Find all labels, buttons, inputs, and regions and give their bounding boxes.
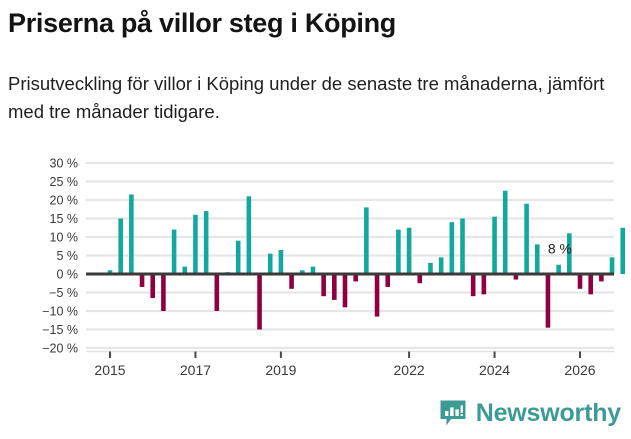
y-axis-tick-label: −10 % (42, 305, 78, 319)
bar (214, 274, 220, 311)
x-axis-tick-label: 2024 (479, 362, 510, 378)
y-axis-tick-label: 25 % (50, 175, 79, 189)
y-axis-tick-label: 0 % (56, 268, 78, 282)
bar (267, 253, 273, 274)
bar (556, 264, 561, 274)
x-axis: 2015 2017 2019 2022 2024 2026 (86, 350, 614, 378)
x-axis-tick-label: 2019 (265, 362, 296, 378)
bar (534, 244, 540, 274)
bar (171, 229, 177, 274)
y-axis-tick-label: 20 % (50, 194, 79, 208)
bar (310, 266, 316, 274)
bar (460, 218, 465, 274)
bar (364, 207, 369, 274)
bar (353, 274, 358, 282)
bar (235, 240, 241, 274)
newsworthy-logo[interactable]: Newsworthy (438, 398, 621, 428)
bar (417, 274, 423, 284)
bar (289, 274, 294, 289)
bar (513, 274, 519, 280)
y-axis-tick-label: 15 % (50, 212, 79, 226)
bar-chart-speech-bubble-icon (438, 398, 468, 428)
bar (502, 190, 508, 274)
bars-group (97, 190, 626, 330)
bar (385, 274, 391, 287)
chart-footer: Newsworthy (0, 396, 631, 439)
y-axis-tick-label: −20 % (42, 342, 78, 356)
bar (182, 266, 188, 274)
bar (257, 274, 262, 330)
bar (428, 262, 433, 274)
x-axis-tick-label: 2026 (564, 362, 595, 378)
bar (481, 274, 487, 295)
bar-chart: 30 % 25 % 20 % 15 % 10 % 5 % 0 % −5 % −10 % −15 %… (0, 152, 631, 392)
bar (449, 222, 455, 274)
x-axis-tick-label: 2022 (394, 362, 425, 378)
page-subtitle: Prisutveckling för villor i Köping under… (8, 73, 605, 122)
bar (278, 249, 284, 274)
bar (545, 274, 551, 328)
value-annotations: 8 % (548, 240, 572, 256)
bar (203, 211, 209, 274)
bar (374, 274, 380, 317)
last-value-label: 8 % (548, 240, 572, 256)
bar (567, 233, 572, 274)
grid-lines (86, 161, 614, 350)
bar (524, 203, 529, 274)
bar (599, 274, 604, 282)
bar (406, 227, 412, 274)
bar (470, 274, 476, 297)
x-axis-tick-label: 2015 (94, 362, 125, 378)
y-axis-tick-label: 30 % (50, 157, 79, 171)
bar (577, 274, 583, 289)
newsworthy-wordmark: Newsworthy (475, 399, 621, 427)
bar (107, 270, 113, 274)
y-axis-tick-label: −15 % (42, 323, 78, 337)
x-axis-tick-label: 2017 (180, 362, 211, 378)
y-axis-tick-label: 10 % (50, 231, 79, 245)
bar (129, 194, 134, 274)
bar (588, 274, 593, 295)
bar (118, 218, 123, 274)
y-axis-labels: 30 % 25 % 20 % 15 % 10 % 5 % 0 % −5 % −10 % −15 %… (42, 157, 78, 356)
bar (332, 274, 337, 300)
bar (492, 216, 497, 274)
y-axis-tick-label: −5 % (49, 286, 78, 300)
bar (150, 274, 156, 299)
bar (342, 274, 348, 308)
bar (193, 214, 198, 274)
bar (246, 196, 252, 274)
chart-svg: 30 % 25 % 20 % 15 % 10 % 5 % 0 % −5 % −10 % −15 %… (42, 157, 626, 378)
bar (299, 270, 305, 274)
bar (161, 274, 166, 311)
bar (438, 257, 444, 274)
bar (396, 229, 401, 274)
bar (321, 274, 326, 297)
bar (139, 274, 145, 287)
y-axis-tick-label: 5 % (56, 249, 78, 263)
bar (609, 257, 615, 274)
bar (620, 227, 626, 274)
page-title: Priserna på villor steg i Köping (8, 8, 396, 38)
